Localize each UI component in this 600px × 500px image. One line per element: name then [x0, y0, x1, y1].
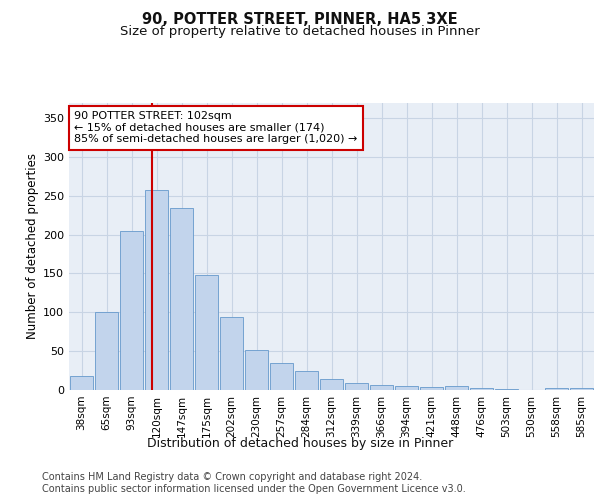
- Bar: [495, 389, 518, 390]
- Bar: [420, 387, 443, 390]
- Bar: [245, 350, 268, 390]
- Bar: [320, 379, 343, 390]
- Text: 90, POTTER STREET, PINNER, HA5 3XE: 90, POTTER STREET, PINNER, HA5 3XE: [142, 12, 458, 28]
- Bar: [470, 388, 493, 390]
- Bar: [395, 386, 418, 390]
- Text: Size of property relative to detached houses in Pinner: Size of property relative to detached ho…: [120, 25, 480, 38]
- Bar: [145, 190, 168, 390]
- Text: Contains HM Land Registry data © Crown copyright and database right 2024.: Contains HM Land Registry data © Crown c…: [42, 472, 422, 482]
- Bar: [120, 232, 143, 390]
- Bar: [95, 312, 118, 390]
- Bar: [545, 388, 568, 390]
- Text: Distribution of detached houses by size in Pinner: Distribution of detached houses by size …: [147, 438, 453, 450]
- Bar: [345, 383, 368, 390]
- Bar: [370, 384, 393, 390]
- Bar: [445, 386, 468, 390]
- Bar: [170, 208, 193, 390]
- Bar: [570, 388, 593, 390]
- Bar: [220, 317, 243, 390]
- Bar: [270, 363, 293, 390]
- Text: Contains public sector information licensed under the Open Government Licence v3: Contains public sector information licen…: [42, 484, 466, 494]
- Y-axis label: Number of detached properties: Number of detached properties: [26, 153, 39, 340]
- Bar: [195, 275, 218, 390]
- Bar: [295, 370, 318, 390]
- Bar: [70, 376, 93, 390]
- Text: 90 POTTER STREET: 102sqm
← 15% of detached houses are smaller (174)
85% of semi-: 90 POTTER STREET: 102sqm ← 15% of detach…: [74, 111, 358, 144]
